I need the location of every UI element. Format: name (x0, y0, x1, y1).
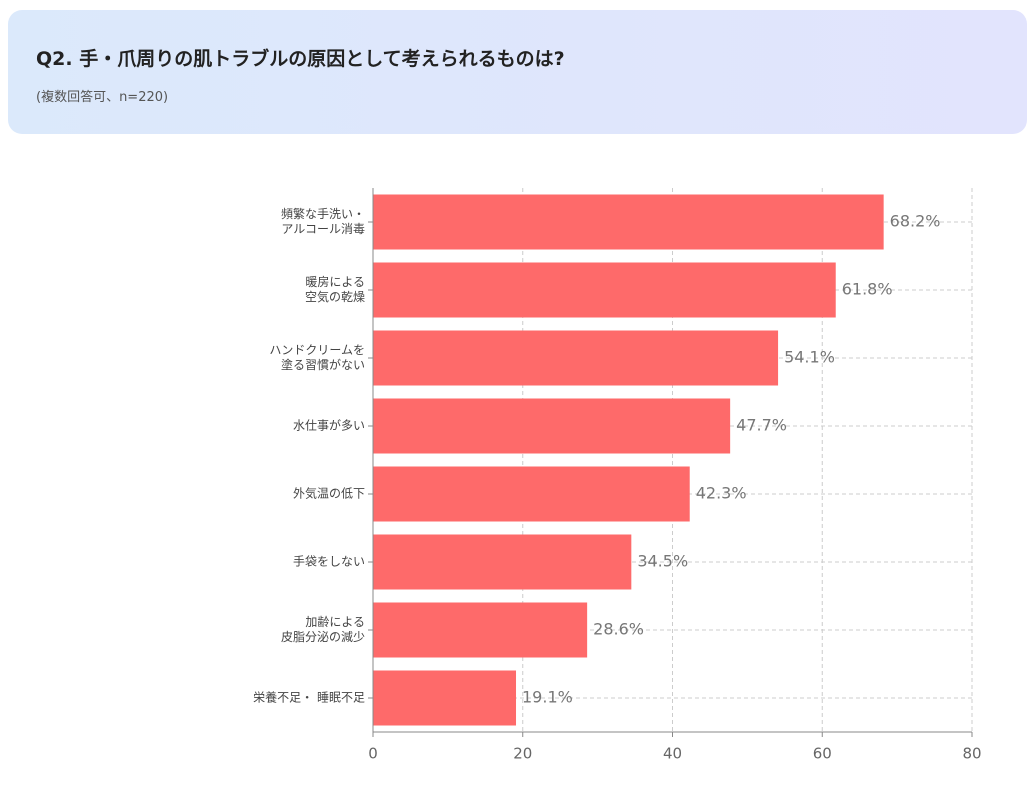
y-tick-label: 加齢による 皮脂分泌の減少 (280, 615, 365, 644)
bar (373, 534, 632, 590)
bar (373, 194, 884, 250)
bar (373, 670, 517, 726)
bar (373, 330, 779, 386)
bar (373, 466, 690, 522)
header-card: Q2. 手・爪周りの肌トラブルの原因として考えられるものは? (複数回答可、n=… (8, 10, 1027, 134)
x-tick-label: 20 (513, 745, 532, 763)
y-tick-label: 栄養不足・ 睡眠不足 (253, 690, 365, 705)
value-label: 54.1% (784, 348, 835, 367)
y-tick-label: 頻繁な手洗い・ アルコール消毒 (280, 207, 365, 236)
value-label: 68.2% (890, 212, 941, 231)
value-label: 61.8% (842, 280, 893, 299)
value-label: 19.1% (522, 688, 573, 707)
y-tick-label: 外気温の低下 (292, 486, 365, 501)
value-label: 34.5% (637, 552, 688, 571)
bar (373, 398, 731, 454)
value-label: 28.6% (593, 620, 644, 639)
value-label: 47.7% (736, 416, 787, 435)
chart-subtitle: (複数回答可、n=220) (36, 90, 169, 105)
y-tick-label: ハンドクリームを 塗る習慣がない (269, 343, 365, 372)
y-tick-label: 手袋をしない (292, 554, 365, 569)
x-tick-label: 60 (813, 745, 832, 763)
value-label: 42.3% (696, 484, 747, 503)
bar (373, 602, 588, 658)
x-tick-label: 80 (962, 745, 981, 763)
chart-title: Q2. 手・爪周りの肌トラブルの原因として考えられるものは? (36, 48, 565, 70)
x-tick-label: 40 (663, 745, 682, 763)
x-tick-label: 0 (368, 745, 378, 763)
y-tick-label: 水仕事が多い (292, 418, 365, 433)
bar (373, 262, 836, 318)
y-tick-label: 暖房による 空気の乾燥 (304, 275, 365, 304)
